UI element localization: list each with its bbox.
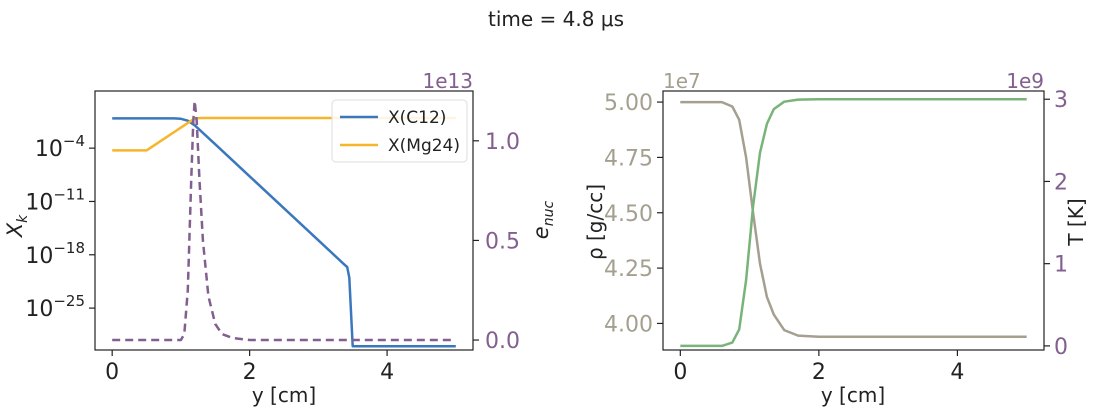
y-tick-label: 10−18	[25, 239, 85, 269]
y-tick-label: 10−11	[25, 185, 85, 215]
left-legend: X(C12) X(Mg24)	[331, 99, 468, 163]
y-tick-label: 5.00	[604, 91, 653, 116]
y2-tick-label: 2	[1054, 170, 1068, 195]
legend-mg24-label: X(Mg24)	[388, 136, 460, 156]
right-plot-frame	[662, 90, 1045, 351]
right-x-axis-label: y [cm]	[821, 383, 885, 407]
y2-tick-label: 0.5	[485, 229, 520, 254]
series-line-xmg24	[112, 116, 456, 152]
left-x-axis-label: y [cm]	[252, 383, 316, 407]
y2-tick-label: 0.0	[485, 329, 520, 354]
y-tick-label: 4.75	[604, 146, 653, 171]
left-y-ticks: 10−4 10−11 10−18 10−25	[25, 132, 95, 322]
series-line-enuc	[112, 99, 456, 342]
left-right-y-ticks: 0.0 0.5 1.0	[473, 130, 520, 354]
left-series-lines	[112, 99, 456, 348]
y-tick-label: 10−25	[25, 292, 85, 322]
figure-suptitle: time = 4.8 μs	[488, 7, 624, 31]
right-right-y-ticks: 0 1 2 3	[1044, 88, 1068, 360]
y-tick-label: 4.50	[604, 202, 653, 227]
left-right-y-axis-label: enuc	[529, 201, 557, 240]
right-right-y-axis-label: T [K]	[1064, 198, 1088, 246]
y-tick-label: 4.25	[604, 257, 653, 282]
right-x-ticks: 0 2 4	[673, 350, 964, 385]
x-tick-label: 4	[950, 360, 964, 385]
series-line-t	[680, 97, 1027, 348]
y-tick-label: 4.00	[604, 312, 653, 337]
y-tick-label: 10−4	[35, 132, 85, 162]
x-tick-label: 0	[105, 360, 119, 385]
right-chart-panel: 0 2 4 4.00 4.25 4.50 4.75 5.00 0 1 2 3 y [cm] ρ […	[583, 69, 1088, 407]
y2-tick-label: 1.0	[485, 130, 520, 155]
x-tick-label: 0	[673, 360, 687, 385]
right-left-axis-offset-label: 1e7	[663, 69, 701, 93]
x-tick-label: 2	[812, 360, 826, 385]
right-series-lines	[680, 97, 1027, 348]
x-tick-label: 4	[380, 360, 394, 385]
x-tick-label: 2	[243, 360, 257, 385]
left-y-axis-label: Xk	[3, 214, 31, 238]
left-chart-panel: 0 2 4 10−4 10−11 10−18 10−25 0.0 0.5 1.0 y [cm]…	[3, 69, 557, 407]
left-x-ticks: 0 2 4	[105, 350, 394, 385]
legend-c12-label: X(C12)	[388, 108, 446, 128]
left-right-axis-offset-label: 1e13	[423, 69, 473, 93]
y2-tick-label: 0	[1054, 335, 1068, 360]
series-line-xc12	[112, 117, 456, 348]
right-right-axis-offset-label: 1e9	[1006, 69, 1044, 93]
y2-tick-label: 3	[1054, 88, 1068, 113]
series-line-rho	[680, 100, 1027, 338]
left-plot-frame	[94, 90, 474, 351]
right-y-ticks: 4.00 4.25 4.50 4.75 5.00	[604, 91, 663, 337]
y2-tick-label: 1	[1054, 253, 1068, 278]
right-y-axis-label: ρ [g/cc]	[583, 184, 607, 260]
